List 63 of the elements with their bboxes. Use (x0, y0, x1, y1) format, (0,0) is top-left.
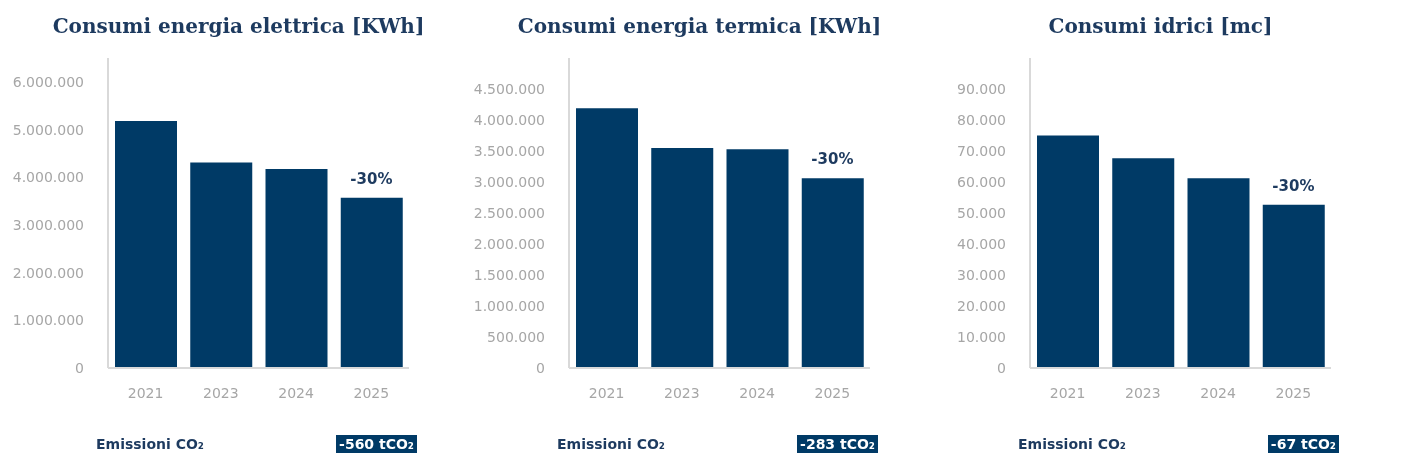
bar (1262, 204, 1325, 368)
x-tick-label: 2025 (1275, 384, 1312, 401)
x-tick-label: 2024 (739, 384, 776, 401)
bar (726, 149, 789, 368)
bar (115, 120, 177, 368)
x-tick-label: 2024 (278, 384, 315, 401)
bar (190, 162, 253, 368)
y-tick-label: 5.000.000 (12, 121, 84, 138)
annotation: -30% (350, 169, 393, 188)
text: Emissioni CO₂ (557, 436, 665, 452)
x-tick-label: 2023 (664, 384, 700, 401)
y-tick-label: 10.000 (957, 328, 1006, 345)
x-tick-label: 2021 (127, 384, 164, 401)
y-tick-label: 2.000.000 (12, 264, 84, 281)
chart-title: Consumi idrici [mc] (1047, 13, 1274, 40)
y-tick-label: 2.500.000 (473, 204, 545, 221)
y-tick-label: 60.000 (957, 173, 1006, 190)
y-tick-label: 90.000 (957, 80, 1006, 97)
y-tick-label: 3.000.000 (473, 173, 545, 190)
bar (651, 147, 714, 368)
bar (265, 169, 328, 368)
y-tick-label: 4.000.000 (12, 169, 84, 186)
annotation: -30% (1272, 176, 1315, 195)
y-tick-label: 4.500.000 (473, 80, 545, 97)
chart-title: Consumi energia termica [KWh] (516, 13, 883, 40)
bar (1187, 178, 1250, 368)
y-tick-label: 0 (75, 359, 84, 376)
bar (801, 178, 864, 368)
annotation: -30% (811, 150, 854, 169)
bar (576, 108, 638, 368)
y-tick-label: 3.000.000 (12, 216, 84, 233)
text: -67 tCO₂ (1267, 435, 1339, 453)
x-tick-label: 2023 (1125, 384, 1161, 401)
x-tick-label: 2021 (1049, 384, 1086, 401)
chart-title: Consumi energia elettrica [KWh] (51, 13, 426, 40)
bar (1112, 158, 1175, 368)
text: -283 tCO₂ (797, 435, 878, 453)
y-tick-label: 1.000.000 (12, 312, 84, 329)
y-tick-label: 2.000.000 (473, 235, 545, 252)
x-tick-label: 2025 (814, 384, 851, 401)
y-tick-label: 1.000.000 (473, 297, 545, 314)
x-tick-label: 2021 (588, 384, 625, 401)
x-tick-label: 2023 (203, 384, 239, 401)
y-tick-label: 80.000 (957, 111, 1006, 128)
x-tick-label: 2025 (353, 384, 390, 401)
y-tick-label: 500.000 (487, 328, 545, 345)
y-tick-label: 0 (536, 359, 545, 376)
x-tick-label: 2024 (1200, 384, 1237, 401)
text: Emissioni CO₂ (1018, 436, 1126, 452)
y-tick-label: 50.000 (957, 204, 1006, 221)
text: -560 tCO₂ (336, 435, 417, 453)
text: Emissioni CO₂ (96, 436, 204, 452)
y-tick-label: 70.000 (957, 142, 1006, 159)
y-tick-label: 0 (997, 359, 1006, 376)
y-tick-label: 20.000 (957, 297, 1006, 314)
y-tick-label: 3.500.000 (473, 142, 545, 159)
y-tick-label: 6.000.000 (12, 73, 84, 90)
y-tick-label: 4.000.000 (473, 111, 545, 128)
y-tick-label: 40.000 (957, 235, 1006, 252)
y-tick-label: 1.500.000 (473, 266, 545, 283)
bar (1037, 135, 1099, 368)
y-tick-label: 30.000 (957, 266, 1006, 283)
bar (340, 197, 403, 368)
